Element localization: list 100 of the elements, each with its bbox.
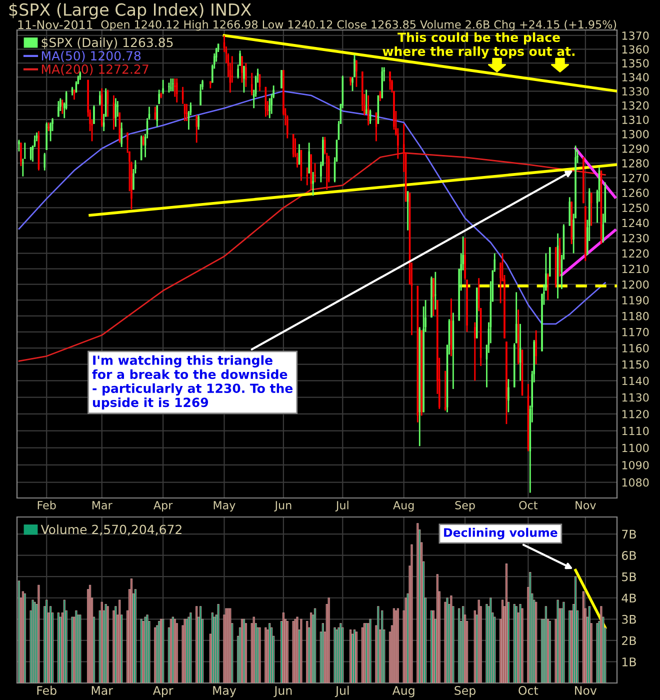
candlestick: [134, 159, 136, 174]
candlestick: [430, 276, 432, 318]
x-tick-label: Mar: [92, 501, 112, 510]
candlestick: [62, 98, 64, 115]
candlestick: [200, 83, 202, 106]
candlestick: [268, 98, 271, 119]
candlestick: [130, 160, 132, 210]
y-tick-label: 4B: [622, 594, 636, 602]
y-tick-label: 1270: [622, 174, 649, 182]
legend-label: $SPX (Daily) 1263.85: [42, 38, 173, 50]
candlestick: [420, 330, 422, 416]
candlestick: [584, 205, 586, 262]
candlestick: [93, 104, 95, 125]
candlestick: [250, 72, 253, 96]
candlestick: [547, 272, 549, 301]
y-tick-label: 6B: [622, 551, 636, 560]
candlestick: [308, 142, 310, 174]
candlestick: [365, 89, 368, 115]
candlestick: [46, 122, 48, 151]
candlestick: [474, 322, 476, 382]
legend-label: Volume 2,570,204,672: [40, 524, 182, 536]
candlestick: [350, 76, 352, 86]
y-tick-label: 1220: [622, 249, 649, 258]
candlestick: [466, 278, 468, 333]
candlestick: [50, 122, 52, 142]
x-tick-label: Mar: [92, 686, 114, 695]
y-tick-label: 1230: [622, 234, 649, 242]
candlestick: [24, 142, 26, 160]
candlestick: [44, 152, 46, 172]
candlestick: [58, 100, 60, 118]
y-tick-label: 1280: [622, 159, 649, 168]
x-tick-label: Sep: [454, 686, 476, 698]
candlestick: [354, 54, 356, 78]
candlestick: [20, 142, 22, 167]
candlestick: [162, 79, 164, 95]
candlestick: [160, 92, 162, 99]
x-tick-label: May: [213, 686, 236, 698]
y-tick-label: 1090: [622, 460, 649, 470]
y-tick-label: 1290: [622, 144, 649, 153]
y-tick-label: 1180: [622, 312, 649, 320]
candlestick: [362, 70, 364, 112]
legend-label: MA(200) 1272.27: [42, 64, 148, 76]
candlestick: [243, 65, 245, 94]
y-tick-label: 1210: [622, 264, 649, 274]
y-tick-label: 1340: [622, 73, 649, 82]
x-tick-label: Aug: [393, 501, 414, 512]
candlestick: [186, 103, 188, 122]
y-tick-label: 1100: [622, 444, 649, 452]
y-tick-label: 1B: [622, 658, 636, 666]
x-tick-label: Jun: [274, 501, 292, 512]
candlestick: [245, 62, 247, 88]
x-tick-label: Jul: [334, 686, 349, 698]
candlestick: [432, 277, 434, 317]
x-tick-label: Feb: [37, 686, 56, 695]
y-tick-label: 1150: [622, 360, 649, 369]
y-tick-label: 5B: [622, 572, 636, 582]
text: 11-Nov-2011: [18, 20, 92, 30]
x-tick-label: Jul: [335, 500, 348, 512]
y-tick-label: 1140: [622, 376, 649, 386]
candlestick: [168, 82, 170, 94]
legend-label: MA(50) 1200.78: [42, 50, 141, 62]
x-tick-label: Oct: [518, 686, 538, 695]
candlestick: [570, 200, 572, 245]
candlestick: [314, 162, 316, 183]
y-tick-label: 1200: [622, 280, 649, 289]
candlestick: [464, 237, 466, 280]
candlestick: [389, 70, 391, 90]
y-tick-label: 1080: [622, 478, 649, 487]
candlestick: [198, 114, 200, 130]
x-tick-label: Nov: [575, 686, 597, 695]
candlestick: [535, 330, 537, 366]
candlestick: [210, 80, 212, 90]
y-tick-label: 2B: [622, 636, 636, 645]
candlestick: [508, 378, 510, 413]
y-tick-label: 1250: [622, 204, 649, 212]
x-tick-label: Apr: [154, 501, 173, 512]
x-tick-label: Sep: [455, 500, 475, 512]
candlestick: [582, 156, 584, 204]
y-tick-label: 1330: [622, 87, 649, 96]
candlestick: [506, 340, 508, 425]
y-tick-label: 1320: [622, 101, 649, 110]
x-tick-label: Apr: [152, 686, 174, 698]
y-tick-label: 1190: [622, 296, 649, 304]
candlestick: [549, 246, 551, 278]
x-tick-label: Oct: [519, 500, 538, 510]
y-tick-label: 1370: [622, 31, 649, 40]
x-tick-label: May: [214, 501, 236, 512]
candlestick: [172, 78, 174, 92]
candlestick: [18, 139, 20, 152]
chart-title: $SPX (Large Cap Index) INDX: [9, 3, 252, 20]
candlestick: [202, 79, 204, 90]
candlestick: [352, 76, 354, 92]
candlestick: [434, 271, 436, 310]
candlestick: [73, 89, 76, 100]
candlestick: [158, 89, 160, 105]
x-tick-label: Nov: [576, 501, 596, 510]
candlestick: [312, 171, 314, 196]
annotation: This could be the place where the rally tops out at.: [382, 32, 575, 59]
candlestick: [170, 78, 172, 92]
candlestick: [120, 122, 122, 148]
